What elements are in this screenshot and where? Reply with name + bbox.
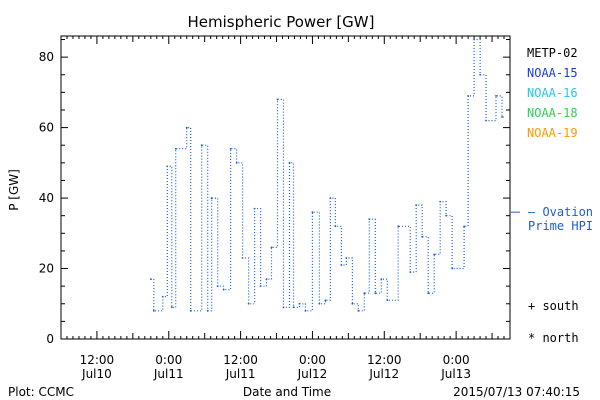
y-tick-label: 0 <box>46 332 54 346</box>
data-point <box>451 267 454 270</box>
data-point <box>161 295 164 298</box>
x-tick-date-label: Jul11 <box>153 367 184 381</box>
series-line <box>150 38 505 312</box>
data-point <box>222 288 225 291</box>
data-point <box>270 246 273 249</box>
data-point <box>216 285 219 288</box>
data-point <box>324 299 327 302</box>
x-tick-label: 0:00 <box>299 353 326 367</box>
data-point <box>439 200 442 203</box>
legend-entry: NOAA-18 <box>527 106 578 120</box>
data-point <box>166 165 169 168</box>
x-tick-label: 12:00 <box>80 353 115 367</box>
data-point <box>259 285 262 288</box>
ovation-label: Prime HPI <box>528 219 593 233</box>
data-point <box>421 235 424 238</box>
data-point <box>351 302 354 305</box>
x-tick-label: 0:00 <box>155 353 182 367</box>
data-point <box>318 302 321 305</box>
data-point <box>445 214 448 217</box>
data-point <box>479 73 481 76</box>
legend-entry: NOAA-15 <box>527 66 578 80</box>
data-point <box>501 116 503 118</box>
legend-entry: METP-02 <box>527 46 578 60</box>
plot-frame <box>60 35 511 340</box>
legend: METP-02 NOAA-15 NOAA-16 NOAA-18 NOAA-19 <box>527 46 578 140</box>
y-axis-label: P [GW] <box>7 169 21 211</box>
data-point <box>473 38 475 41</box>
legend-entry: NOAA-16 <box>527 86 578 100</box>
plot-credit: Plot: CCMC <box>8 385 74 399</box>
data-point <box>345 257 348 259</box>
data-point <box>292 306 295 309</box>
x-tick-date-label: Jul11 <box>225 367 256 381</box>
data-point <box>433 253 436 256</box>
chart-title: Hemispheric Power [GW] <box>188 13 375 31</box>
marker-legend: + south * north <box>528 299 579 345</box>
data-point <box>265 278 268 281</box>
data-point <box>467 94 469 97</box>
data-point <box>174 147 177 150</box>
data-point <box>374 292 377 295</box>
data-point <box>170 306 173 309</box>
data-point <box>463 225 466 228</box>
y-tick-label: 60 <box>39 121 54 135</box>
data-point <box>397 225 400 228</box>
data-point <box>304 309 307 312</box>
data-point <box>409 271 412 273</box>
plot-timestamp: 2015/07/13 07:40:15 <box>453 385 580 399</box>
data-point <box>282 306 285 309</box>
y-tick-label: 40 <box>39 191 54 205</box>
data-point <box>357 309 360 312</box>
marker-legend-entry: + south <box>528 299 579 313</box>
data-point <box>206 309 209 312</box>
data-point <box>247 302 250 305</box>
data-point <box>149 278 152 281</box>
x-tick-date-label: Jul12 <box>368 367 399 381</box>
legend-entry: NOAA-19 <box>527 126 578 140</box>
data-point <box>380 278 383 281</box>
y-tick-label: 20 <box>39 262 54 276</box>
data-point <box>298 302 301 305</box>
data-point <box>334 225 337 228</box>
data-point <box>253 207 256 210</box>
data-point <box>241 257 244 259</box>
data-point <box>386 299 389 302</box>
x-tick-date-label: Jul13 <box>440 367 471 381</box>
x-tick-date-label: Jul12 <box>297 367 328 381</box>
data-point <box>311 211 314 214</box>
x-tick-label: 12:00 <box>367 353 402 367</box>
data-point <box>152 309 155 312</box>
data-point <box>415 204 418 207</box>
data-point <box>200 144 203 147</box>
x-axis-label: Date and Time <box>243 385 331 399</box>
data-point <box>495 94 497 97</box>
y-tick-label: 80 <box>39 50 54 64</box>
series-layer <box>149 38 505 312</box>
data-point <box>368 218 371 221</box>
data-point <box>189 309 192 312</box>
marker-legend-entry: * north <box>528 331 579 345</box>
data-point <box>340 264 343 266</box>
x-tick-label: 0:00 <box>443 353 470 367</box>
ovation-label: — Ovation <box>528 205 593 219</box>
data-point <box>185 126 188 129</box>
data-point <box>210 197 213 199</box>
data-point <box>329 197 332 199</box>
data-point <box>427 292 430 295</box>
x-tick-label: 12:00 <box>223 353 258 367</box>
data-point <box>288 161 291 164</box>
y-axis: 0 20 40 60 80 <box>39 39 510 346</box>
x-axis: 12:00Jul100:00Jul1112:00Jul110:00Jul1212… <box>60 36 511 381</box>
data-point <box>363 292 366 295</box>
data-point <box>235 161 238 164</box>
data-point <box>229 147 232 150</box>
x-tick-date-label: Jul10 <box>81 367 112 381</box>
data-point <box>485 119 487 122</box>
data-point <box>276 98 279 101</box>
